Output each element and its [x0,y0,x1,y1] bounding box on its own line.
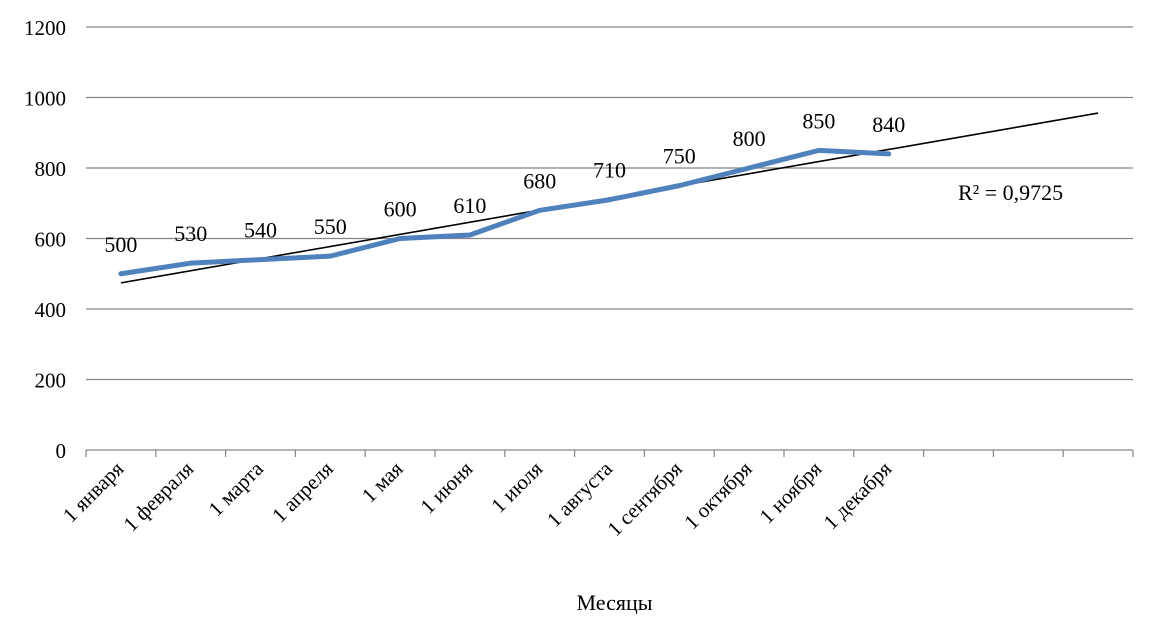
x-tick-label: 1 октября [679,456,757,534]
y-tick-label: 200 [35,369,67,393]
y-tick-label: 0 [56,439,67,463]
data-label: 550 [314,214,347,239]
data-label: 600 [384,197,417,222]
r-squared-label: R² = 0,9725 [958,180,1063,205]
x-axis [85,449,1134,457]
y-tick-label: 1000 [24,87,66,111]
data-label: 850 [802,108,835,133]
data-label: 800 [733,126,766,151]
series-1-line [118,147,892,277]
x-tick-label: 1 мая [357,456,408,507]
x-tick-label: 1 ноября [755,456,827,528]
y-tick-label: 400 [35,298,67,322]
data-label: 680 [523,168,556,193]
x-tick-label: 1 февраля [119,456,199,536]
data-labels: 500 530 540 550 600 610 680 710 750 800 850 840 [104,108,905,256]
data-label: 710 [593,158,626,183]
data-label: 840 [872,112,905,137]
x-tick-label: 1 июня [416,456,478,518]
x-tick-label: 1 марта [204,456,269,521]
data-label: 530 [174,221,207,246]
y-axis-tick-labels: 0 200 400 600 800 1000 1200 [24,16,66,463]
y-tick-label: 800 [35,157,67,181]
y-tick-label: 600 [35,228,67,252]
x-tick-label: 1 января [58,456,129,527]
x-tick-label: 1 апреля [267,456,338,527]
data-label: 610 [453,193,486,218]
data-label: 540 [244,218,277,243]
x-axis-title: Месяцы [576,590,652,615]
series-line [118,147,892,277]
data-label: 750 [663,144,696,169]
y-tick-label: 1200 [24,16,66,40]
data-label: 500 [104,232,137,257]
x-tick-label: 1 сентября [602,456,687,541]
x-tick-label: 1 июля [486,456,547,517]
x-tick-label: 1 декабря [819,456,897,534]
gridlines [86,26,1133,381]
